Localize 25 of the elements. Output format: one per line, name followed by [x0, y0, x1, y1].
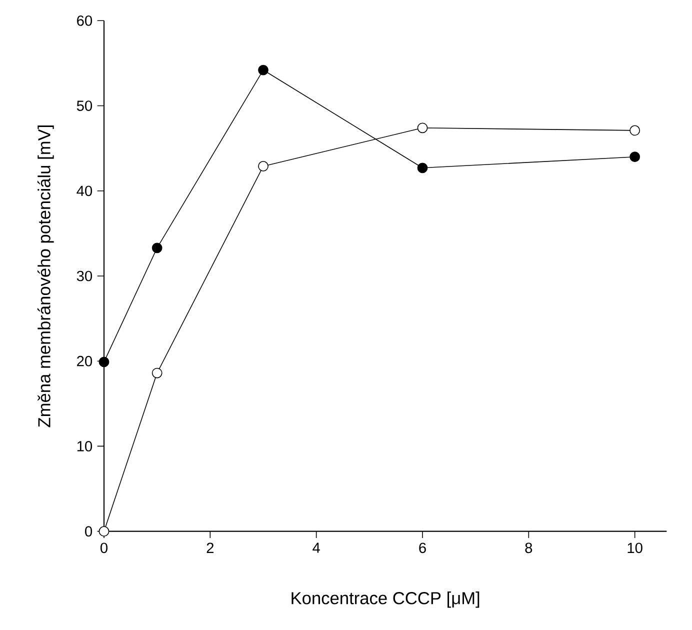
point	[630, 125, 640, 136]
y-tick-label: 20	[77, 356, 92, 366]
point	[258, 160, 268, 172]
y-tick-label: 0	[85, 526, 92, 537]
y-tick-label: 50	[76, 100, 92, 111]
y-tick-label: 10	[77, 441, 92, 452]
y-tick-label: 40	[76, 186, 92, 196]
point	[152, 368, 162, 378]
point	[417, 162, 428, 174]
x-tick-label: 2	[206, 542, 214, 553]
point	[152, 242, 162, 254]
point	[417, 122, 428, 134]
x-tick-label: 8	[525, 542, 532, 554]
x-tick-label: 6	[419, 542, 426, 554]
y-tick-label: 60	[77, 15, 92, 26]
y-axis-title: Změna membránového potenciálu [mV]	[37, 126, 54, 428]
x-tick-label: 4	[312, 542, 320, 553]
x-tick-label: 10	[628, 542, 642, 554]
y-tick-label: 30	[76, 270, 92, 282]
point	[98, 356, 110, 368]
point	[98, 526, 110, 537]
x-tick-label: 0	[100, 542, 108, 554]
point	[630, 152, 640, 162]
x-axis-title: Koncentrace CCCP [μM]	[292, 592, 480, 608]
point	[258, 64, 268, 76]
